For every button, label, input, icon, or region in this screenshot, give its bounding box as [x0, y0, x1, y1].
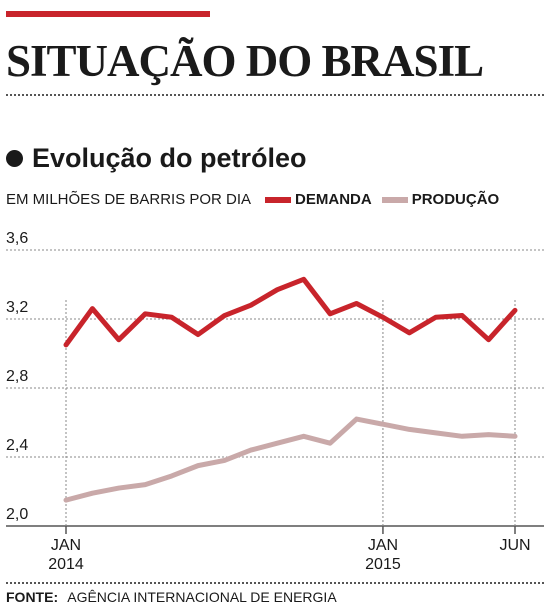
- data-point-producao: [407, 427, 411, 431]
- y-tick-label: 2,4: [6, 437, 28, 454]
- data-point-demanda: [381, 315, 385, 319]
- source-text: AGÊNCIA INTERNACIONAL DE ENERGIA: [67, 589, 337, 605]
- line-chart: 2,0 2,4 2,8 3,2 3,6 JAN 2014 JAN 2015 JUN: [6, 230, 544, 573]
- legend-label-producao: PRODUÇÃO: [411, 191, 500, 208]
- legend-swatch-producao: [381, 197, 408, 203]
- x-tick-label: JAN: [368, 537, 398, 554]
- data-point-producao: [143, 483, 147, 487]
- top-divider: [6, 94, 544, 96]
- x-tick-label: 2014: [48, 556, 84, 573]
- data-point-demanda: [487, 338, 491, 342]
- data-point-demanda: [407, 331, 411, 335]
- y-tick-label: 2,0: [6, 506, 28, 523]
- data-point-demanda: [170, 315, 174, 319]
- data-point-demanda: [117, 338, 121, 342]
- data-point-producao: [64, 498, 68, 502]
- x-tick-label: JUN: [499, 537, 530, 554]
- data-point-demanda: [434, 315, 438, 319]
- legend-item-producao: PRODUÇÃO: [381, 190, 500, 210]
- data-point-producao: [117, 486, 121, 490]
- data-point-producao: [355, 417, 359, 421]
- data-point-demanda: [328, 312, 332, 316]
- series-line-demanda: [63, 276, 518, 348]
- x-tick-label: 2015: [365, 556, 401, 573]
- legend-item-demanda: DEMANDA: [265, 190, 372, 210]
- y-tick-label: 3,2: [6, 299, 28, 316]
- legend-label-demanda: DEMANDA: [295, 191, 372, 208]
- chart-title-text: Evolução do petróleo: [32, 143, 307, 173]
- source-label: FONTE:: [6, 589, 59, 605]
- bullet-icon: [6, 149, 23, 167]
- data-point-producao: [196, 464, 200, 468]
- legend-swatch-demanda: [265, 197, 292, 203]
- data-point-producao: [275, 441, 279, 445]
- data-point-demanda: [249, 303, 253, 307]
- chart-title: Evolução do petróleo: [6, 142, 307, 174]
- accent-bar: [6, 11, 210, 17]
- series-line-producao: [63, 416, 518, 503]
- data-point-producao: [513, 434, 517, 438]
- page-title: SITUAÇÃO DO BRASIL: [6, 36, 484, 86]
- data-point-producao: [381, 422, 385, 426]
- chart-subheader: EM MILHÕES DE BARRIS POR DIA DEMANDA PRO…: [6, 190, 544, 210]
- data-point-demanda: [90, 307, 94, 311]
- data-point-producao: [328, 441, 332, 445]
- x-tick-label: JAN: [51, 537, 81, 554]
- data-point-producao: [434, 431, 438, 435]
- y-tick-label: 3,6: [6, 230, 28, 247]
- data-point-producao: [170, 474, 174, 478]
- y-axis-unit-label: EM MILHÕES DE BARRIS POR DIA: [6, 191, 252, 208]
- data-point-producao: [222, 458, 226, 462]
- data-point-producao: [90, 491, 94, 495]
- data-point-demanda: [143, 312, 147, 316]
- source-note: FONTE: AGÊNCIA INTERNACIONAL DE ENERGIA: [6, 588, 337, 606]
- data-point-demanda: [355, 301, 359, 305]
- data-point-demanda: [513, 308, 517, 312]
- bottom-divider: [6, 582, 544, 584]
- data-point-demanda: [196, 333, 200, 337]
- data-point-producao: [249, 448, 253, 452]
- data-point-demanda: [275, 288, 279, 292]
- data-point-demanda: [302, 277, 306, 281]
- data-point-producao: [460, 434, 464, 438]
- data-point-producao: [487, 433, 491, 437]
- data-point-demanda: [64, 343, 68, 347]
- data-point-demanda: [222, 314, 226, 318]
- data-point-demanda: [460, 314, 464, 318]
- data-point-producao: [302, 434, 306, 438]
- y-tick-label: 2,8: [6, 368, 28, 385]
